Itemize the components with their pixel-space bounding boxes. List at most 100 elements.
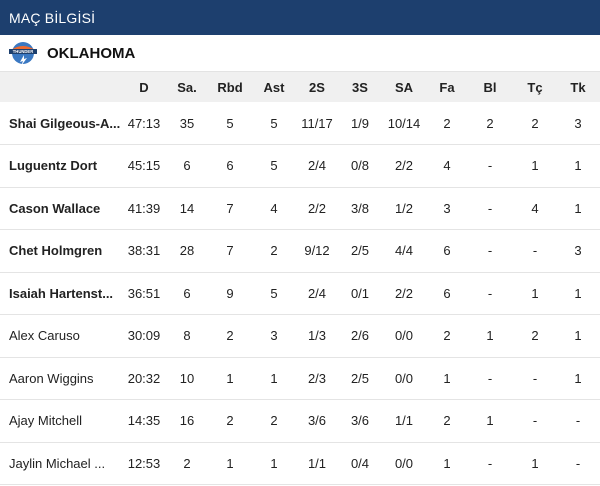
- player-name[interactable]: Aaron Wiggins: [9, 370, 94, 386]
- stat-cell: 1: [531, 158, 539, 174]
- stat-cell: -: [487, 455, 493, 471]
- stat-cell: 14: [179, 200, 195, 216]
- stat-cell: -: [575, 455, 581, 471]
- stat-cell: 1: [443, 455, 451, 471]
- stat-cell: 0/4: [350, 455, 370, 471]
- stat-cell: 47:13: [127, 115, 161, 131]
- stat-cell: 1: [574, 158, 582, 174]
- stat-cell: 2: [226, 328, 234, 344]
- table-row[interactable]: Isaiah Hartenst... 36:51 6 9 5 2/4 0/1 2/2 6 - 1 1: [0, 272, 600, 315]
- stat-cell: 6: [226, 158, 234, 174]
- stat-cell: 2/4: [307, 158, 327, 174]
- stat-cell: 2/5: [350, 370, 370, 386]
- box-score-table: D Sa. Rbd Ast 2S 3S SA Fa Bl Tç Tk Shai Gilgeous-A…: [0, 72, 600, 485]
- stat-cell: 2: [443, 413, 451, 429]
- stat-cell: -: [487, 285, 493, 301]
- stat-cell: 3: [574, 115, 582, 131]
- table-row[interactable]: Alex Caruso 30:09 8 2 3 1/3 2/6 0/0 2 1 2 1: [0, 315, 600, 357]
- page-title: MAÇ BİLGİSİ: [9, 9, 96, 26]
- player-name[interactable]: Alex Caruso: [9, 328, 80, 344]
- table-row[interactable]: Cason Wallace 41:39 14 7 4 2/2 3/8 1/2 3 - 4 1: [0, 187, 600, 230]
- stat-cell: -: [532, 413, 538, 429]
- column-header: Rbd: [217, 79, 243, 95]
- stat-cell: 20:32: [127, 370, 161, 386]
- stat-cell: 8: [183, 328, 191, 344]
- stat-cell: 4/4: [394, 243, 414, 259]
- stat-cell: 35: [179, 115, 195, 131]
- stat-cell: 2/2: [307, 200, 327, 216]
- column-header: Sa.: [177, 79, 197, 95]
- team-row: THUNDER OKLAHOMA: [0, 35, 600, 72]
- stat-cell: 2/4: [307, 285, 327, 301]
- stat-cell: 12:53: [127, 455, 161, 471]
- stat-cell: 5: [270, 115, 278, 131]
- stat-cell: 1: [443, 370, 451, 386]
- column-header: Tç: [527, 79, 543, 95]
- stat-cell: 6: [443, 243, 451, 259]
- stat-cell: 5: [270, 158, 278, 174]
- stat-cell: 3: [270, 328, 278, 344]
- stat-cell: 30:09: [127, 328, 161, 344]
- column-header-player: [0, 72, 120, 102]
- logo-wordmark: THUNDER: [13, 49, 33, 54]
- stat-cell: -: [487, 243, 493, 259]
- table-row[interactable]: Ajay Mitchell 14:35 16 2 2 3/6 3/6 1/1 2 1 - -: [0, 400, 600, 442]
- player-name[interactable]: Luguentz Dort: [9, 158, 98, 174]
- stat-cell: -: [487, 200, 493, 216]
- table-row[interactable]: Aaron Wiggins 20:32 10 1 1 2/3 2/5 0/0 1 - - 1: [0, 357, 600, 400]
- stat-cell: 2/5: [350, 243, 370, 259]
- stat-cell: 36:51: [127, 285, 161, 301]
- stat-cell: 4: [443, 158, 451, 174]
- column-header: D: [139, 79, 149, 95]
- stat-cell: 6: [183, 158, 191, 174]
- stat-cell: 0/0: [394, 455, 414, 471]
- stat-cell: 3/6: [350, 413, 370, 429]
- stat-cell: 2: [226, 413, 234, 429]
- stat-cell: 0/0: [394, 370, 414, 386]
- stat-cell: 9: [226, 285, 234, 301]
- stat-cell: 41:39: [127, 200, 161, 216]
- player-name[interactable]: Chet Holmgren: [9, 243, 103, 259]
- stat-cell: 5: [270, 285, 278, 301]
- player-name[interactable]: Shai Gilgeous-A...: [9, 115, 120, 131]
- stat-cell: 0/1: [350, 285, 370, 301]
- player-name[interactable]: Ajay Mitchell: [9, 413, 82, 429]
- stat-cell: 1: [574, 328, 582, 344]
- stat-cell: 45:15: [127, 158, 161, 174]
- column-header: 3S: [352, 79, 368, 95]
- stat-cell: 1: [486, 328, 494, 344]
- stat-cell: -: [532, 370, 538, 386]
- stat-cell: 6: [183, 285, 191, 301]
- stat-cell: 5: [226, 115, 234, 131]
- stat-cell: 1: [531, 285, 539, 301]
- table-row[interactable]: Luguentz Dort 45:15 6 6 5 2/4 0/8 2/2 4 - 1 1: [0, 145, 600, 187]
- stat-cell: 9/12: [304, 243, 330, 259]
- thunder-logo-icon: THUNDER: [9, 42, 37, 66]
- stat-cell: 3/8: [350, 200, 370, 216]
- table-header-row: D Sa. Rbd Ast 2S 3S SA Fa Bl Tç Tk: [0, 72, 600, 102]
- stat-cell: 2/2: [394, 285, 414, 301]
- stat-cell: 1: [226, 455, 234, 471]
- player-name[interactable]: Cason Wallace: [9, 200, 101, 216]
- stat-cell: 28: [179, 243, 195, 259]
- stat-cell: 14:35: [127, 413, 161, 429]
- stat-cell: 7: [226, 200, 234, 216]
- stat-cell: 6: [443, 285, 451, 301]
- table-row[interactable]: Jaylin Michael ... 12:53 2 1 1 1/1 0/4 0/0 1 - 1 -: [0, 442, 600, 485]
- stat-cell: 3: [443, 200, 451, 216]
- stat-cell: 2: [270, 243, 278, 259]
- stat-cell: -: [487, 158, 493, 174]
- stat-cell: 3/6: [307, 413, 327, 429]
- player-name[interactable]: Jaylin Michael ...: [9, 455, 106, 471]
- stat-cell: 2/2: [394, 158, 414, 174]
- table-row[interactable]: Chet Holmgren 38:31 28 7 2 9/12 2/5 4/4 6 - - 3: [0, 230, 600, 272]
- table-row[interactable]: Shai Gilgeous-A... 47:13 35 5 5 11/17 1/9 10/14…: [0, 102, 600, 145]
- stat-cell: 0/0: [394, 328, 414, 344]
- player-name[interactable]: Isaiah Hartenst...: [9, 285, 114, 301]
- stat-cell: 2/6: [350, 328, 370, 344]
- match-info-header: MAÇ BİLGİSİ: [0, 0, 600, 35]
- stat-cell: 2/3: [307, 370, 327, 386]
- stat-cell: -: [575, 413, 581, 429]
- stat-cell: 1/1: [394, 413, 414, 429]
- stat-cell: 1: [574, 370, 582, 386]
